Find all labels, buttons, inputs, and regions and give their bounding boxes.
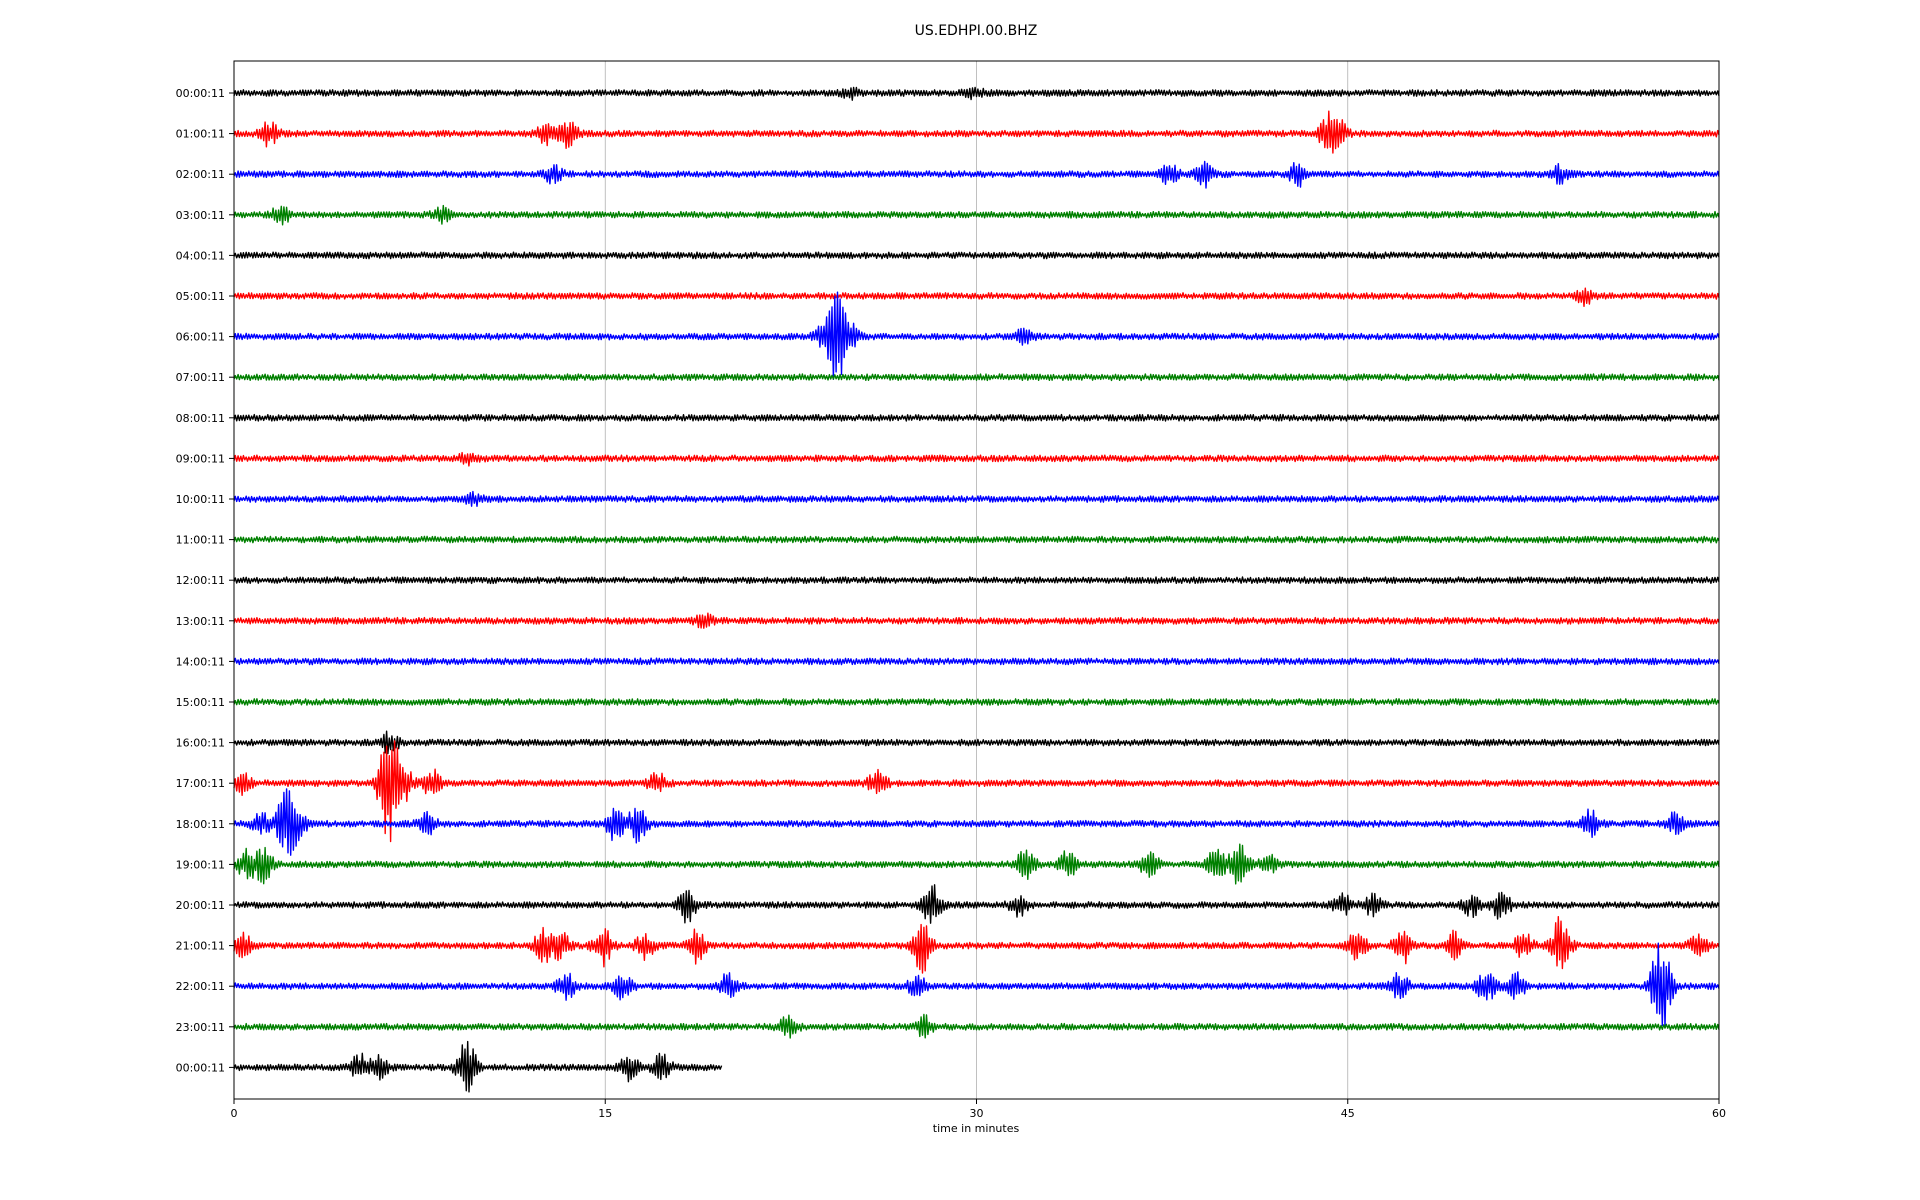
trace-line xyxy=(233,698,1720,706)
y-tick-label: 08:00:11 xyxy=(176,412,225,425)
y-tick-label: 21:00:11 xyxy=(176,940,225,953)
trace-line xyxy=(233,843,1720,885)
trace-line xyxy=(233,160,1720,189)
trace-line xyxy=(233,204,1720,226)
y-tick-label: 23:00:11 xyxy=(176,1021,225,1034)
x-ticks: 0 15 30 45 60 xyxy=(231,1099,1726,1120)
y-tick-label: 07:00:11 xyxy=(176,371,225,384)
trace-line xyxy=(233,251,1720,260)
trace-line xyxy=(233,942,1720,1028)
y-tick-label: 14:00:11 xyxy=(176,655,225,668)
x-tick-label: 0 xyxy=(231,1107,238,1120)
y-tick-label: 12:00:11 xyxy=(176,574,225,587)
chart-title: US.EDHPI.00.BHZ xyxy=(915,23,1038,39)
trace-line xyxy=(233,788,1720,856)
trace-line xyxy=(233,535,1720,544)
trace-line xyxy=(233,576,1720,585)
trace-line xyxy=(233,730,1720,755)
y-tick-label: 02:00:11 xyxy=(176,168,225,181)
y-tick-label: 05:00:11 xyxy=(176,290,225,303)
y-tick-label: 19:00:11 xyxy=(176,858,225,871)
trace-line xyxy=(233,884,1720,924)
trace-line xyxy=(233,1013,1720,1039)
y-tick-labels: 00:00:11 01:00:11 02:00:11 03:00:11 04:00:11… xyxy=(176,87,234,1074)
x-axis-label: time in minutes xyxy=(933,1122,1020,1135)
y-tick-label: 15:00:11 xyxy=(176,696,225,709)
y-tick-label: 00:00:11 xyxy=(176,1061,225,1074)
y-tick-label: 10:00:11 xyxy=(176,493,225,506)
trace-line xyxy=(233,451,1720,467)
y-tick-label: 18:00:11 xyxy=(176,818,225,831)
y-tick-label: 11:00:11 xyxy=(176,534,225,547)
trace-line xyxy=(233,1040,723,1093)
y-tick-label: 09:00:11 xyxy=(176,452,225,465)
trace-line xyxy=(233,287,1720,307)
y-tick-label: 17:00:11 xyxy=(176,777,225,790)
y-tick-label: 00:00:11 xyxy=(176,87,225,100)
trace-line xyxy=(233,413,1720,422)
trace-line xyxy=(233,86,1720,101)
trace-line xyxy=(233,110,1720,154)
y-tick-label: 16:00:11 xyxy=(176,737,225,750)
trace-line xyxy=(233,612,1720,629)
trace-line xyxy=(233,740,1720,843)
y-tick-label: 22:00:11 xyxy=(176,980,225,993)
trace-group xyxy=(233,86,1720,1093)
trace-line xyxy=(233,916,1720,974)
trace-line xyxy=(233,291,1720,380)
x-tick-label: 45 xyxy=(1341,1107,1355,1120)
y-tick-label: 03:00:11 xyxy=(176,209,225,222)
x-tick-label: 60 xyxy=(1712,1107,1726,1120)
x-tick-label: 30 xyxy=(970,1107,984,1120)
y-tick-label: 06:00:11 xyxy=(176,331,225,344)
y-tick-label: 01:00:11 xyxy=(176,128,225,141)
x-tick-label: 15 xyxy=(598,1107,612,1120)
y-tick-label: 04:00:11 xyxy=(176,249,225,262)
trace-line xyxy=(233,490,1720,507)
trace-line xyxy=(233,373,1720,382)
trace-line xyxy=(233,657,1720,666)
y-tick-label: 13:00:11 xyxy=(176,615,225,628)
y-tick-label: 20:00:11 xyxy=(176,899,225,912)
